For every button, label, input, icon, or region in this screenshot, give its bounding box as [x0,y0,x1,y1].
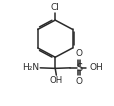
Text: H₂N: H₂N [22,63,39,72]
Text: S: S [76,63,82,73]
Text: O: O [75,77,82,86]
Text: O: O [75,49,82,58]
Text: OH: OH [88,63,102,72]
Text: OH: OH [49,76,62,85]
Text: Cl: Cl [50,3,59,12]
